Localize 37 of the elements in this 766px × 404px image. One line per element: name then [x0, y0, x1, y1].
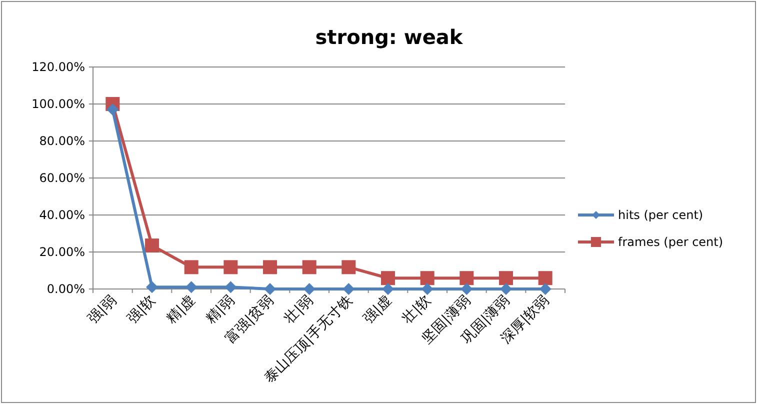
point	[184, 260, 198, 274]
point	[460, 283, 473, 295]
point	[382, 283, 394, 295]
point	[106, 104, 119, 116]
point	[264, 283, 276, 295]
point	[539, 283, 552, 295]
point	[421, 283, 434, 295]
legend-label: frames (per cent)	[618, 235, 724, 249]
point	[342, 260, 356, 274]
y-tick-label: 40.00%	[39, 208, 85, 222]
point	[342, 283, 355, 295]
x-tick-label: 精|虚	[164, 292, 198, 327]
x-tick-label: 强|虚	[360, 292, 395, 327]
point	[460, 271, 474, 286]
point	[224, 281, 237, 294]
y-tick-label: 120.00%	[32, 60, 85, 74]
y-tick-label: 20.00%	[39, 245, 85, 259]
point	[263, 260, 277, 274]
y-tick-label: 60.00%	[39, 171, 85, 185]
legend-label: hits (per cent)	[618, 208, 704, 222]
y-tick-label: 0.00%	[46, 282, 85, 296]
point	[146, 281, 158, 294]
point	[224, 260, 238, 274]
chart-title: strong: weak	[315, 25, 464, 49]
point	[145, 238, 159, 253]
point	[302, 260, 316, 274]
point	[185, 281, 198, 294]
y-tick-label: 80.00%	[39, 134, 85, 148]
point	[303, 283, 316, 295]
point	[499, 271, 513, 286]
y-tick-label: 100.00%	[32, 97, 85, 111]
point	[500, 283, 512, 295]
x-tick-label: 强|弱	[85, 292, 120, 327]
point	[381, 271, 395, 286]
point	[420, 271, 434, 286]
point	[538, 271, 552, 286]
x-tick-label: 强|软	[124, 292, 159, 327]
